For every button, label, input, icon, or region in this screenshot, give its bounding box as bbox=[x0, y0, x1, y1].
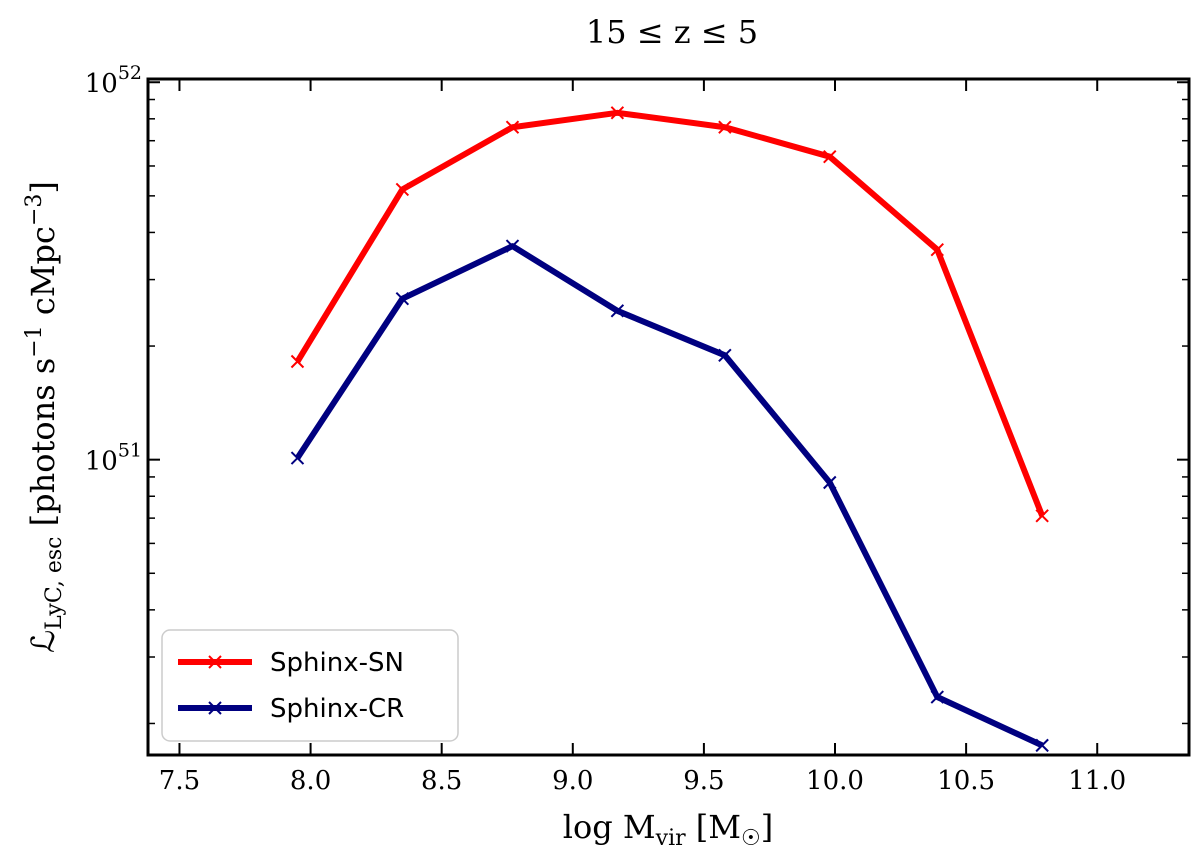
data-point-sphinx-cr bbox=[610, 304, 625, 318]
data-point-sphinx-cr bbox=[823, 475, 837, 490]
legend-marker-sphinx-cr bbox=[208, 701, 222, 715]
x-tick-label: 9.0 bbox=[552, 766, 593, 796]
y-axis-label: ℒLyC, esc [photons s−1 cMpc−3] bbox=[22, 181, 67, 653]
series-layer bbox=[290, 106, 1049, 753]
data-point-sphinx-sn bbox=[930, 242, 944, 257]
data-point-sphinx-cr bbox=[290, 451, 305, 465]
x-tick-label: 8.0 bbox=[290, 766, 331, 796]
legend-label-sphinx-sn: Sphinx-SN bbox=[270, 648, 404, 678]
plot-frame bbox=[146, 77, 1191, 757]
tick-layer: 7.5 8.0 8.5 9.0 9.5 10.0 10.5 11.0 1051 1052 bbox=[85, 62, 1189, 796]
data-point-sphinx-sn bbox=[290, 354, 305, 369]
data-point-sphinx-cr bbox=[930, 690, 944, 704]
data-point-sphinx-cr bbox=[395, 291, 410, 306]
x-tick-label: 11.0 bbox=[1068, 766, 1126, 796]
data-point-sphinx-cr bbox=[505, 239, 520, 253]
data-point-sphinx-sn bbox=[395, 182, 410, 197]
data-point-sphinx-cr bbox=[1035, 738, 1049, 753]
x-axis-label: log Mvir [M☉] bbox=[563, 808, 774, 851]
data-point-sphinx-cr bbox=[718, 348, 732, 363]
x-tick-label: 8.5 bbox=[421, 766, 462, 796]
data-point-sphinx-sn bbox=[505, 120, 520, 134]
data-point-sphinx-sn bbox=[610, 106, 625, 120]
x-tick-label: 7.5 bbox=[159, 766, 200, 796]
x-tick-label: 9.5 bbox=[683, 766, 724, 796]
x-tick-label: 10.5 bbox=[937, 766, 995, 796]
series-line-sphinx-cr bbox=[294, 243, 1044, 749]
chart-title: 15 ≤ z ≤ 5 bbox=[586, 13, 758, 51]
series-line-sphinx-sn bbox=[294, 109, 1045, 517]
y-tick-label: 1051 bbox=[85, 440, 142, 477]
y-tick-label: 1052 bbox=[85, 62, 142, 99]
data-point-sphinx-sn bbox=[718, 120, 732, 134]
legend: Sphinx-SN Sphinx-CR bbox=[161, 629, 459, 742]
legend-label-sphinx-cr: Sphinx-CR bbox=[270, 694, 404, 724]
x-tick-label: 10.0 bbox=[806, 766, 864, 796]
data-point-sphinx-sn bbox=[1035, 509, 1049, 523]
legend-marker-sphinx-sn bbox=[208, 655, 222, 669]
data-point-sphinx-sn bbox=[823, 149, 837, 164]
legend-box bbox=[161, 629, 459, 742]
